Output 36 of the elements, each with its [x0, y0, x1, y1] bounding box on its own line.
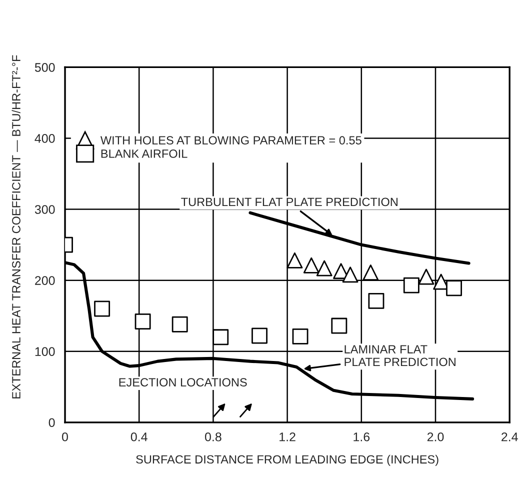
point: [316, 260, 332, 276]
point: [362, 264, 379, 280]
point: [94, 300, 110, 317]
point: [446, 280, 462, 296]
point: [292, 328, 308, 344]
y-tick-label: 400: [34, 134, 55, 143]
point: [212, 329, 229, 346]
point: [252, 328, 268, 344]
legend-label: WITH HOLES AT BLOWING PARAMETER = 0.55: [100, 136, 362, 145]
point: [303, 257, 320, 274]
y-tick-label: 0: [48, 418, 55, 428]
x-tick-label: 1.2: [280, 432, 296, 442]
x-tick-label: 2.4: [502, 432, 518, 442]
annotation: LAMINAR FLAT PLATE PREDICTION: [344, 345, 456, 366]
y-tick-label: 100: [35, 347, 55, 356]
point: [418, 268, 434, 285]
x-tick-label: 0: [62, 432, 68, 442]
point: [342, 266, 358, 283]
y-tick-label: 300: [34, 205, 55, 214]
x-tick-label: 2.0: [427, 432, 444, 442]
x-tick-label: 0.4: [130, 432, 148, 442]
y-tick-label: 200: [35, 276, 55, 285]
point: [286, 252, 303, 268]
annotation: EJECTION LOCATIONS: [119, 378, 247, 386]
point: [403, 277, 420, 294]
point: [134, 314, 151, 330]
annotation: TURBULENT FLAT PLATE PREDICTION: [181, 198, 398, 206]
point: [172, 316, 188, 332]
point: [368, 292, 384, 309]
x-axis-title: SURFACE DISTANCE FROM LEADING EDGE (INCHES): [136, 454, 438, 466]
legend-label: BLANK AIRFOIL: [101, 150, 188, 158]
x-tick-label: 0.8: [205, 432, 222, 442]
y-tick-label: 500: [34, 63, 55, 72]
y-axis-title: EXTERNAL HEAT TRANSFER COEFFICIENT — BTU/HR-FT²-°F: [12, 55, 20, 398]
point: [331, 318, 348, 334]
x-tick-label: 1.6: [354, 432, 370, 442]
